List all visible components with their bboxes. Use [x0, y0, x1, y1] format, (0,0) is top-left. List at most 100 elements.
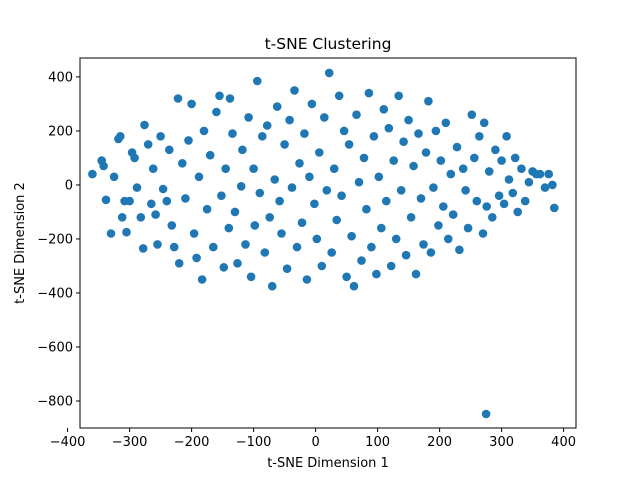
data-point: [497, 156, 506, 165]
data-point: [297, 218, 307, 227]
data-point: [173, 94, 183, 103]
data-point: [502, 132, 511, 141]
data-point: [282, 264, 292, 274]
x-axis-label: t-SNE Dimension 1: [267, 456, 389, 471]
data-point: [540, 183, 550, 192]
data-point: [419, 240, 428, 249]
data-point: [342, 272, 351, 282]
y-tick-label: −600: [37, 340, 73, 355]
data-point: [277, 229, 286, 238]
x-axis-ticks: −400 −300 −200 −100 0 100 200 300 400: [50, 428, 576, 450]
x-tick-label: 100: [365, 435, 390, 450]
data-point: [215, 91, 224, 101]
data-point: [116, 132, 125, 141]
data-point: [189, 229, 199, 238]
y-axis-ticks: −800 −600 −400 −200 0 200 400: [37, 70, 80, 409]
data-point: [429, 183, 438, 192]
data-point: [377, 223, 386, 233]
data-point: [267, 281, 277, 291]
data-point: [478, 229, 488, 238]
data-point: [140, 120, 149, 130]
data-point: [421, 148, 431, 157]
data-point: [265, 213, 275, 222]
data-point: [374, 172, 384, 182]
data-point: [122, 227, 131, 237]
data-point: [101, 195, 111, 205]
x-tick-label: 300: [489, 435, 514, 450]
data-point: [187, 99, 196, 109]
data-point: [517, 164, 526, 173]
data-point: [258, 132, 267, 141]
x-tick-label: 200: [427, 435, 452, 450]
data-point: [394, 91, 404, 101]
data-point: [244, 113, 253, 122]
data-point: [153, 240, 162, 249]
data-point: [233, 259, 242, 268]
data-point: [475, 132, 484, 141]
data-point: [300, 129, 309, 138]
data-points: [88, 68, 559, 419]
data-point: [158, 184, 168, 194]
data-point: [270, 175, 280, 184]
data-point: [524, 177, 534, 187]
data-point: [535, 169, 545, 179]
data-point: [332, 215, 342, 225]
data-point: [272, 102, 282, 111]
data-point: [181, 194, 190, 203]
data-point: [482, 202, 492, 211]
data-point: [470, 153, 479, 163]
data-point: [520, 196, 530, 206]
data-point: [307, 99, 317, 109]
data-point: [138, 244, 148, 253]
data-point: [130, 153, 139, 163]
data-point: [357, 256, 366, 265]
data-point: [436, 156, 446, 165]
data-point: [372, 269, 381, 279]
data-point: [455, 245, 464, 255]
data-point: [431, 126, 441, 136]
data-point: [416, 194, 426, 203]
data-point: [472, 196, 482, 206]
data-point: [241, 240, 250, 249]
data-point: [106, 229, 116, 238]
data-point: [441, 118, 451, 128]
data-point: [494, 191, 504, 200]
data-point: [148, 164, 158, 173]
data-point: [310, 199, 319, 209]
data-point: [136, 213, 146, 222]
data-point: [479, 118, 489, 128]
data-point: [367, 242, 376, 252]
x-tick-label: 0: [311, 435, 319, 450]
data-point: [461, 186, 470, 195]
data-point: [352, 110, 361, 119]
data-point: [347, 231, 356, 241]
data-point: [224, 223, 234, 233]
data-point: [396, 186, 406, 195]
data-point: [369, 132, 379, 141]
data-point: [238, 145, 247, 155]
data-point: [287, 183, 297, 192]
data-point: [544, 169, 553, 179]
data-point: [327, 248, 337, 257]
data-point: [250, 221, 260, 230]
data-point: [320, 113, 329, 122]
y-tick-label: −200: [37, 232, 73, 247]
data-point: [322, 186, 332, 195]
axes-frame: [79, 57, 577, 429]
data-point: [165, 145, 174, 155]
data-point: [344, 140, 354, 149]
data-point: [230, 207, 240, 217]
data-point: [217, 191, 226, 200]
data-point: [197, 275, 207, 284]
data-point: [426, 248, 436, 257]
data-point: [292, 242, 302, 252]
data-point: [246, 272, 256, 282]
data-point: [458, 164, 468, 173]
data-point: [143, 140, 153, 149]
data-point: [334, 91, 344, 101]
data-point: [285, 115, 294, 125]
data-point: [205, 150, 215, 160]
data-point: [302, 275, 312, 284]
data-point: [439, 202, 448, 211]
data-point: [452, 142, 462, 152]
